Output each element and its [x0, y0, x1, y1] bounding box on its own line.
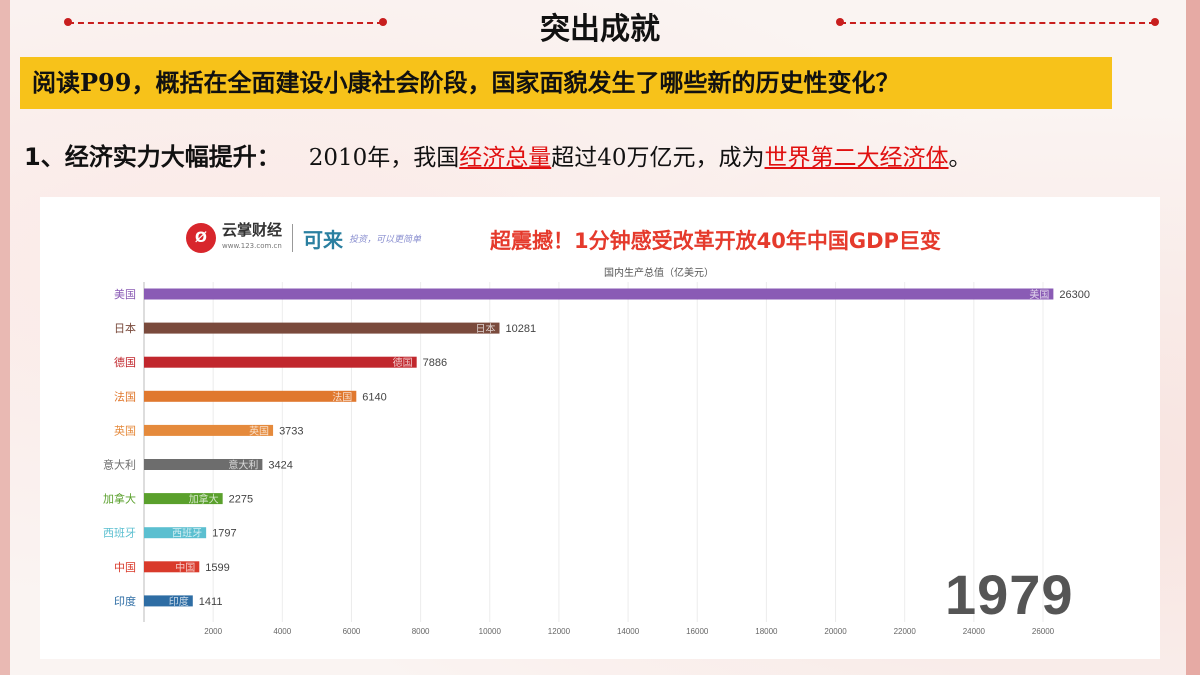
title-deco-dot: [379, 18, 387, 26]
category-label: 美国: [114, 288, 136, 301]
title-deco-line-right: [840, 22, 1155, 26]
x-tick-label: 4000: [273, 627, 291, 636]
bar-inner-label: 日本: [475, 322, 495, 335]
value-label: 10281: [505, 323, 536, 335]
title-deco-dot: [836, 18, 844, 26]
bar: [144, 322, 500, 334]
bar: [144, 424, 274, 436]
x-tick-label: 12000: [548, 627, 571, 636]
slide-title: 突出成就: [540, 12, 660, 47]
point-body: 2010年，我国经济总量超过40万亿元，成为世界第二大经济体。: [309, 145, 972, 171]
bar-inner-label: 法国: [332, 390, 352, 403]
category-label: 加拿大: [103, 492, 136, 506]
value-label: 6140: [362, 391, 386, 403]
bar: [144, 493, 223, 505]
x-tick-label: 24000: [963, 627, 986, 636]
year-label: 1979: [945, 563, 1074, 626]
bar: [144, 459, 263, 470]
bar-inner-label: 英国: [249, 424, 269, 437]
title-deco-line-left: [68, 22, 383, 26]
bar-inner-label: 印度: [169, 595, 189, 608]
x-tick-label: 20000: [824, 627, 847, 636]
value-label: 3424: [268, 460, 292, 472]
left-decor-strip: [0, 0, 10, 675]
bar: [144, 595, 193, 607]
x-tick-label: 16000: [686, 627, 709, 636]
title-deco-dot: [1151, 18, 1159, 26]
bar: [144, 288, 1054, 300]
category-label: 印度: [114, 594, 136, 608]
logo-name-text: 云掌财经: [222, 221, 283, 239]
logo-slogan: 投资，可以更简单: [349, 234, 422, 245]
point-text: 。: [948, 145, 972, 171]
bar-inner-label: 中国: [175, 561, 195, 574]
right-decor-strip: [1186, 0, 1200, 675]
x-tick-label: 10000: [479, 627, 502, 636]
x-tick-label: 2000: [204, 627, 222, 636]
x-tick-label: 22000: [894, 627, 917, 636]
logo-mark-icon: Ø: [186, 223, 216, 253]
bar: [144, 527, 207, 539]
category-label: 法国: [114, 389, 136, 403]
x-tick-label: 14000: [617, 627, 640, 636]
chart-subtitle: 国内生产总值（亿美元）: [604, 268, 714, 279]
bar: [144, 561, 200, 573]
category-label: 英国: [114, 423, 136, 437]
value-label: 7886: [423, 357, 447, 369]
chart-logo: Ø 云掌财经 www.123.com.cn 可来 投资，可以更简单: [186, 222, 421, 254]
x-tick-label: 26000: [1032, 627, 1055, 636]
category-label: 意大利: [103, 458, 136, 472]
point-text: 2010年，我国: [308, 145, 460, 171]
value-label: 2275: [229, 494, 253, 506]
point-heading: 1、经济实力大幅提升：: [24, 143, 281, 171]
category-label: 日本: [114, 321, 136, 335]
bar-inner-label: 意大利: [228, 459, 258, 472]
highlight-economic-total: 经济总量: [459, 145, 552, 171]
category-label: 西班牙: [103, 527, 136, 540]
bar: [144, 356, 417, 368]
logo-separator: [292, 224, 294, 252]
x-tick-label: 6000: [343, 627, 361, 636]
logo-brand: 可来: [303, 229, 344, 252]
value-label: 1411: [199, 596, 223, 608]
chart-title: 超震撼！1分钟感受改革开放40年中国GDP巨变: [490, 229, 941, 253]
category-label: 德国: [114, 355, 136, 369]
question-box: 阅读P99，概括在全面建设小康社会阶段，国家面貌发生了哪些新的历史性变化？: [20, 57, 1112, 109]
point-text: 超过40万亿元，成为: [551, 145, 765, 171]
bar-inner-label: 加拿大: [189, 493, 219, 506]
title-deco-dot: [64, 18, 72, 26]
value-label: 1599: [205, 562, 229, 574]
highlight-second-economy: 世界第二大经济体: [764, 145, 949, 171]
x-tick-label: 8000: [412, 627, 430, 636]
bar-inner-label: 美国: [1029, 288, 1049, 301]
value-label: 1797: [212, 528, 236, 540]
x-tick-label: 18000: [755, 627, 778, 636]
value-label: 26300: [1059, 289, 1090, 301]
value-label: 3733: [279, 425, 303, 437]
key-point: 1、经济实力大幅提升： 2010年，我国经济总量超过40万亿元，成为世界第二大经济…: [24, 137, 972, 178]
category-label: 中国: [114, 561, 136, 574]
bar-inner-label: 西班牙: [172, 528, 202, 540]
logo-name: 云掌财经 www.123.com.cn: [222, 222, 282, 254]
logo-url: www.123.com.cn: [222, 242, 282, 250]
bar-inner-label: 德国: [393, 356, 413, 369]
bar: [144, 390, 357, 402]
